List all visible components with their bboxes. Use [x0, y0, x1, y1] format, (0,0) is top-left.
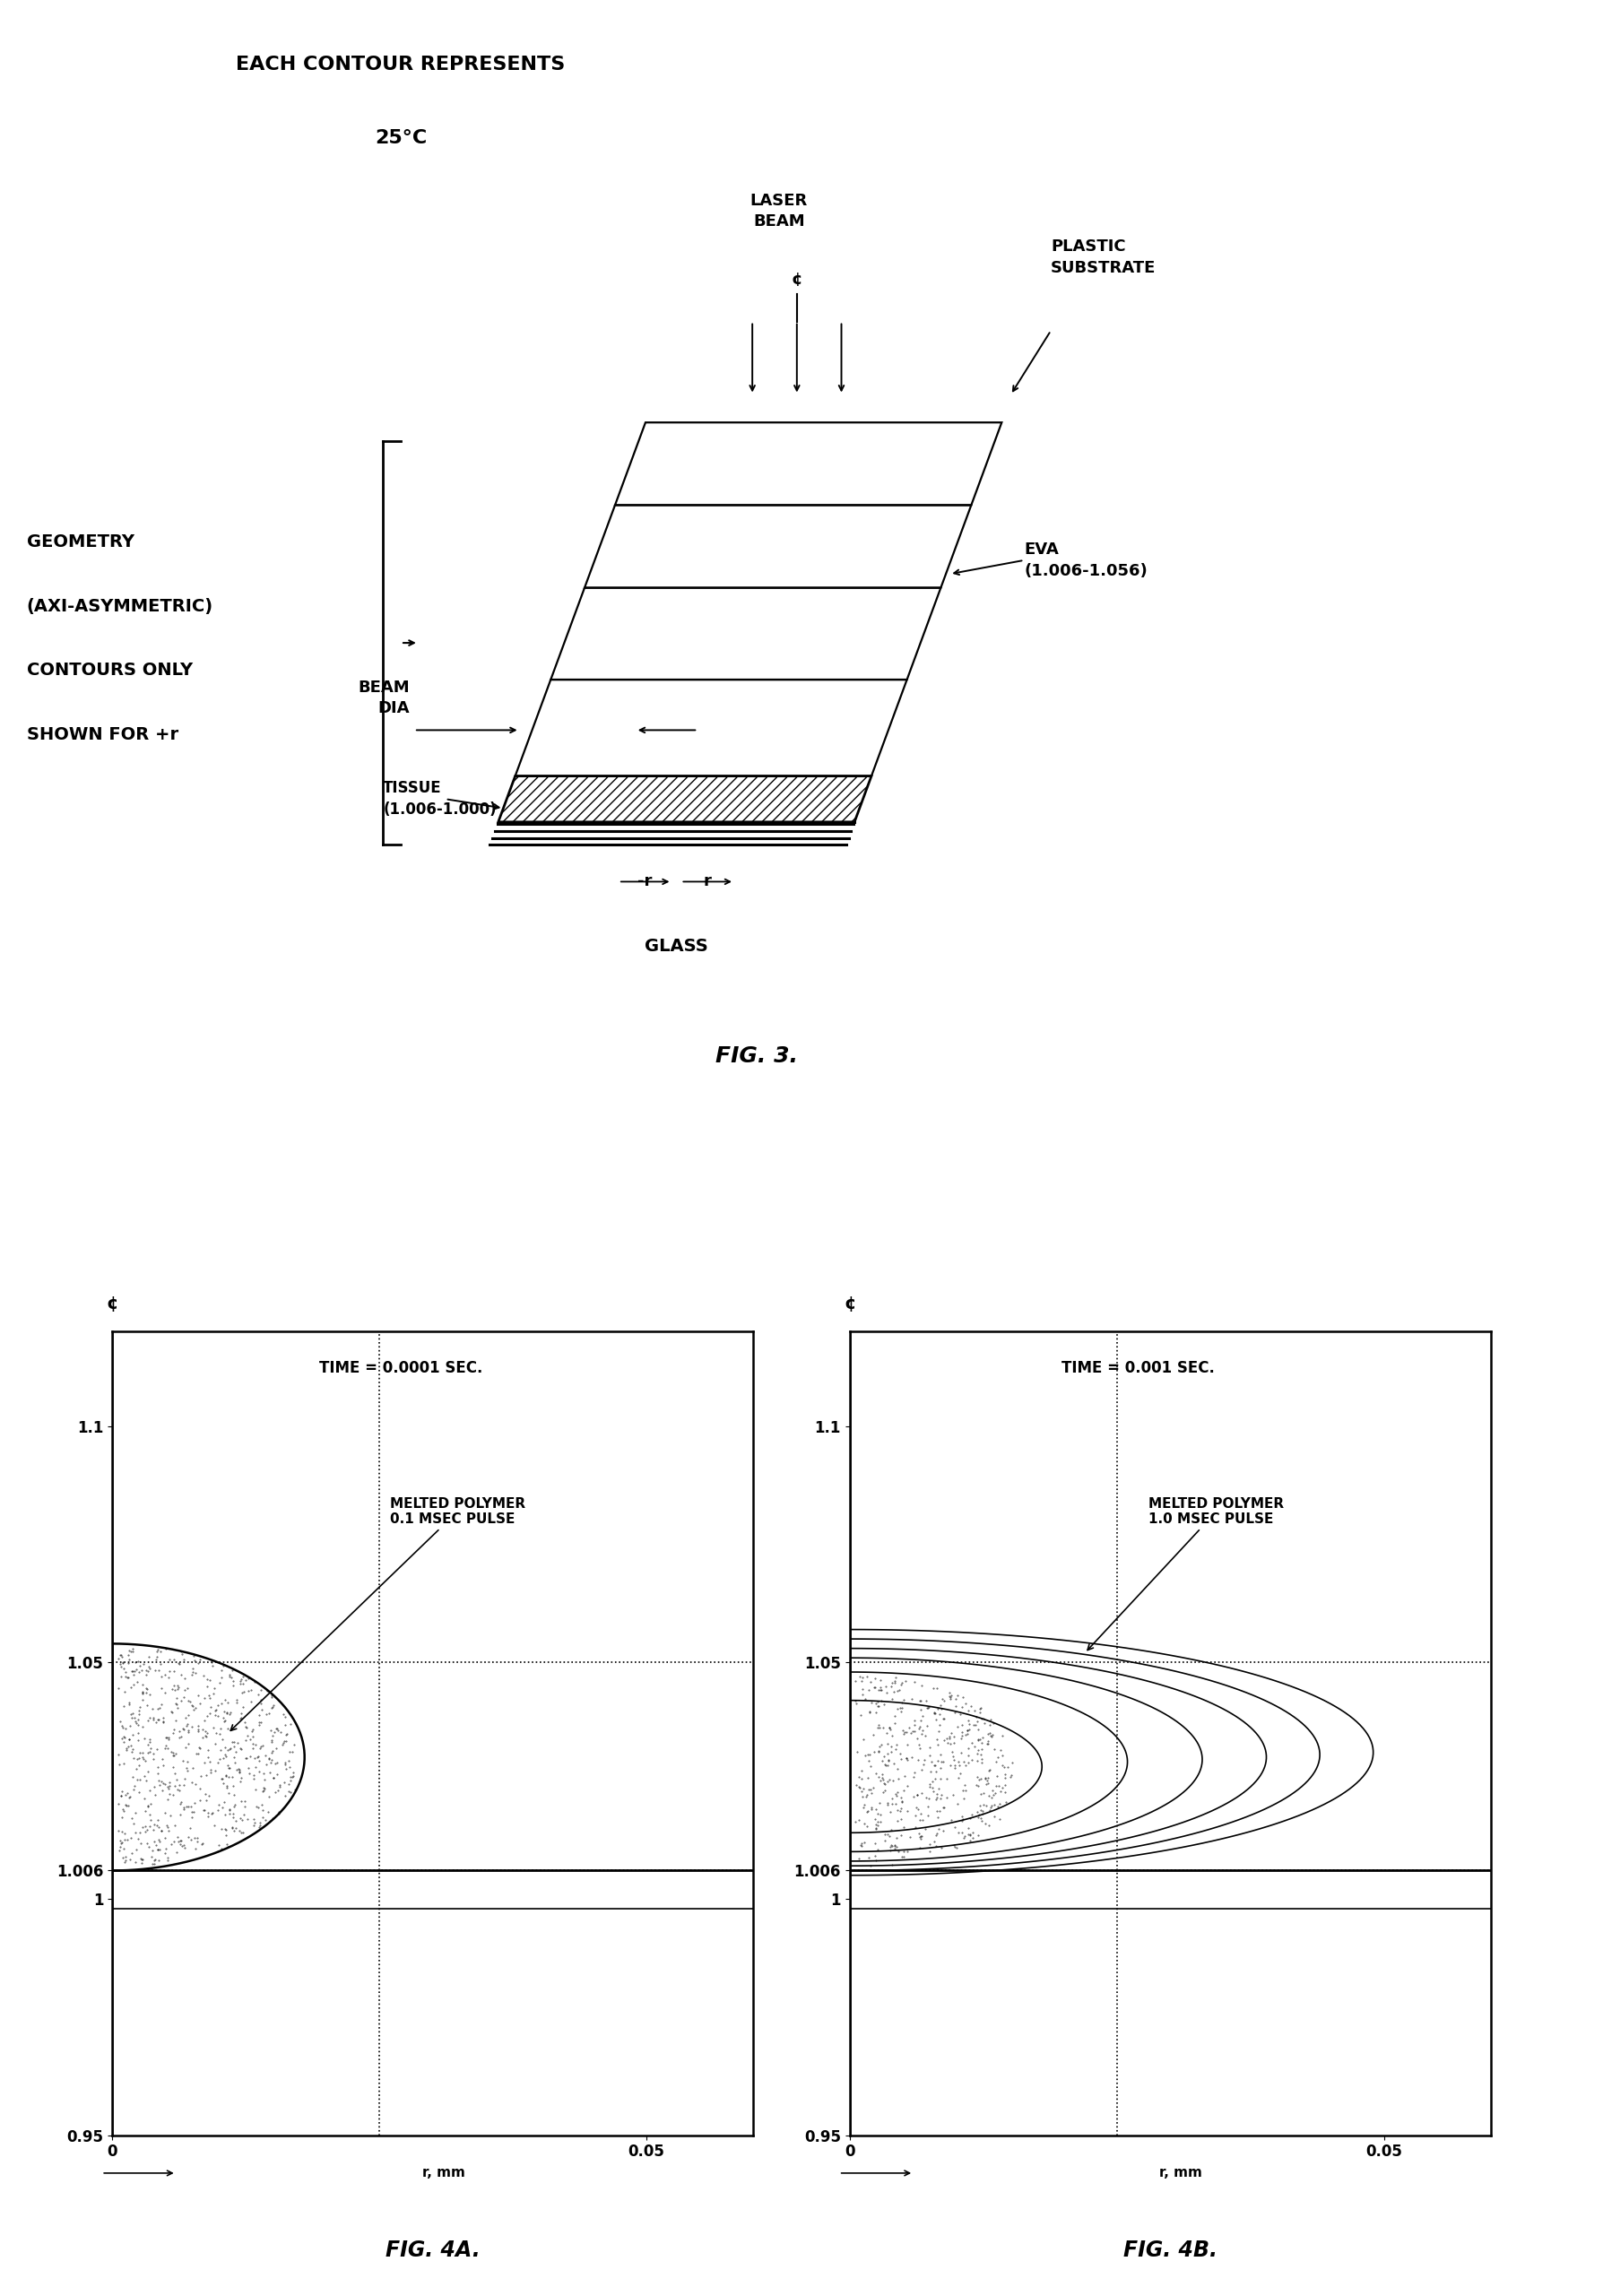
Text: FIG. 3.: FIG. 3. — [715, 1045, 798, 1068]
Text: MELTED POLYMER
1.0 MSEC PULSE: MELTED POLYMER 1.0 MSEC PULSE — [1087, 1497, 1284, 1651]
Text: ¢: ¢ — [106, 1295, 119, 1313]
Text: LASER
BEAM: LASER BEAM — [750, 193, 808, 230]
Text: r, mm: r, mm — [422, 2167, 465, 2179]
Text: MELTED POLYMER
0.1 MSEC PULSE: MELTED POLYMER 0.1 MSEC PULSE — [231, 1497, 526, 1731]
Text: TIME = 0.001 SEC.: TIME = 0.001 SEC. — [1061, 1359, 1215, 1375]
Text: SHOWN FOR +r: SHOWN FOR +r — [27, 726, 178, 744]
Text: r, mm: r, mm — [1159, 2167, 1202, 2179]
Text: EVA
(1.006-1.056): EVA (1.006-1.056) — [1024, 542, 1148, 579]
Text: BEAM
DIA: BEAM DIA — [357, 680, 410, 716]
Text: FIG. 4A.: FIG. 4A. — [385, 2241, 481, 2262]
Text: FIG. 4B.: FIG. 4B. — [1124, 2241, 1217, 2262]
Text: (AXI-ASYMMETRIC): (AXI-ASYMMETRIC) — [27, 597, 213, 615]
Text: GEOMETRY: GEOMETRY — [27, 533, 135, 551]
Text: r: r — [704, 872, 712, 891]
Text: CONTOURS ONLY: CONTOURS ONLY — [27, 661, 192, 680]
Text: -r: -r — [638, 872, 652, 891]
Text: ¢: ¢ — [792, 271, 803, 289]
Text: PLASTIC
SUBSTRATE: PLASTIC SUBSTRATE — [1052, 239, 1156, 276]
Text: ¢: ¢ — [843, 1295, 856, 1313]
Text: 25°C: 25°C — [375, 129, 426, 147]
Text: EACH CONTOUR REPRESENTS: EACH CONTOUR REPRESENTS — [236, 55, 566, 73]
Text: TISSUE
(1.006-1.000): TISSUE (1.006-1.000) — [383, 781, 497, 817]
Text: TIME = 0.0001 SEC.: TIME = 0.0001 SEC. — [319, 1359, 483, 1375]
Text: GLASS: GLASS — [644, 937, 709, 955]
